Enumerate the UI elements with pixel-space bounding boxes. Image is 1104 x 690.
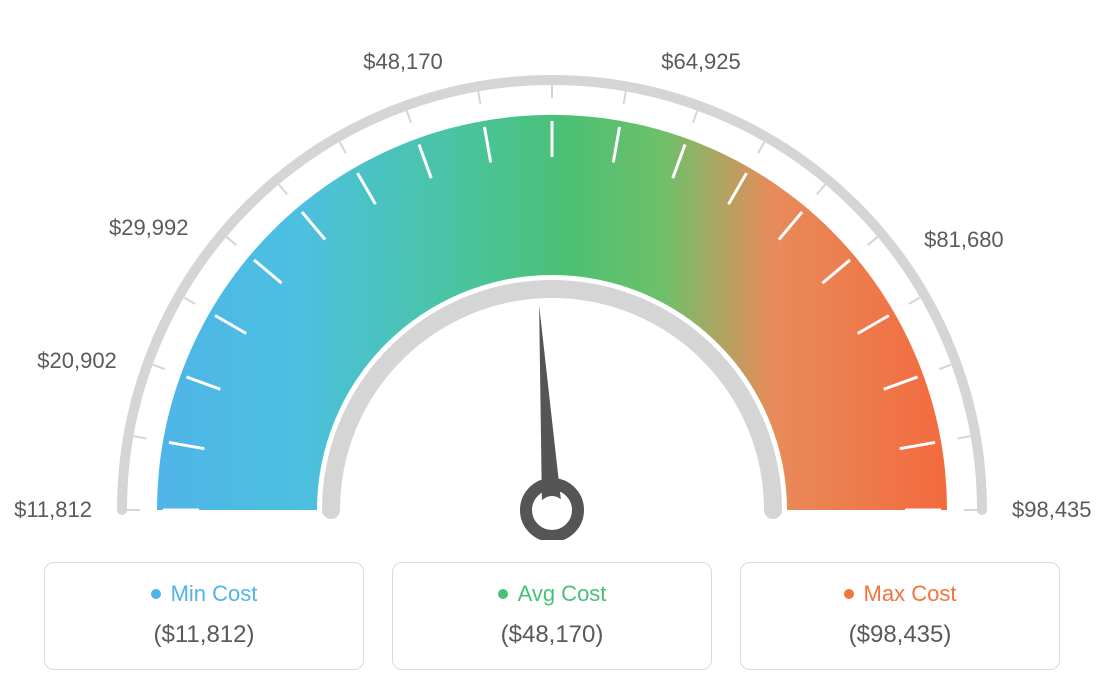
legend-card-min: Min Cost ($11,812) bbox=[44, 562, 364, 670]
gauge-tick-label: $20,902 bbox=[37, 348, 117, 374]
legend-dot-min bbox=[151, 589, 161, 599]
gauge-tick-label: $64,925 bbox=[661, 49, 741, 75]
gauge-tick-label: $81,680 bbox=[924, 227, 1004, 253]
gauge-tick-label: $98,435 bbox=[1012, 497, 1092, 523]
legend-card-avg: Avg Cost ($48,170) bbox=[392, 562, 712, 670]
legend-value-avg: ($48,170) bbox=[403, 621, 701, 649]
legend-title-min: Min Cost bbox=[151, 581, 258, 607]
legend-label-max: Max Cost bbox=[864, 581, 957, 607]
legend-card-max: Max Cost ($98,435) bbox=[740, 562, 1060, 670]
gauge-tick-label: $11,812 bbox=[14, 497, 92, 523]
legend-value-max: ($98,435) bbox=[751, 621, 1049, 649]
legend-dot-avg bbox=[498, 589, 508, 599]
gauge-tick-label: $48,170 bbox=[363, 49, 443, 75]
gauge-svg bbox=[22, 20, 1082, 540]
legend-title-max: Max Cost bbox=[844, 581, 957, 607]
legend-dot-max bbox=[844, 589, 854, 599]
legend-label-min: Min Cost bbox=[171, 581, 258, 607]
legend-label-avg: Avg Cost bbox=[518, 581, 607, 607]
legend-title-avg: Avg Cost bbox=[498, 581, 607, 607]
gauge-tick-label: $29,992 bbox=[109, 215, 189, 241]
legend-value-min: ($11,812) bbox=[55, 621, 353, 649]
legend-row: Min Cost ($11,812) Avg Cost ($48,170) Ma… bbox=[22, 562, 1082, 670]
gauge-container: $11,812$20,902$29,992$48,170$64,925$81,6… bbox=[22, 20, 1082, 540]
